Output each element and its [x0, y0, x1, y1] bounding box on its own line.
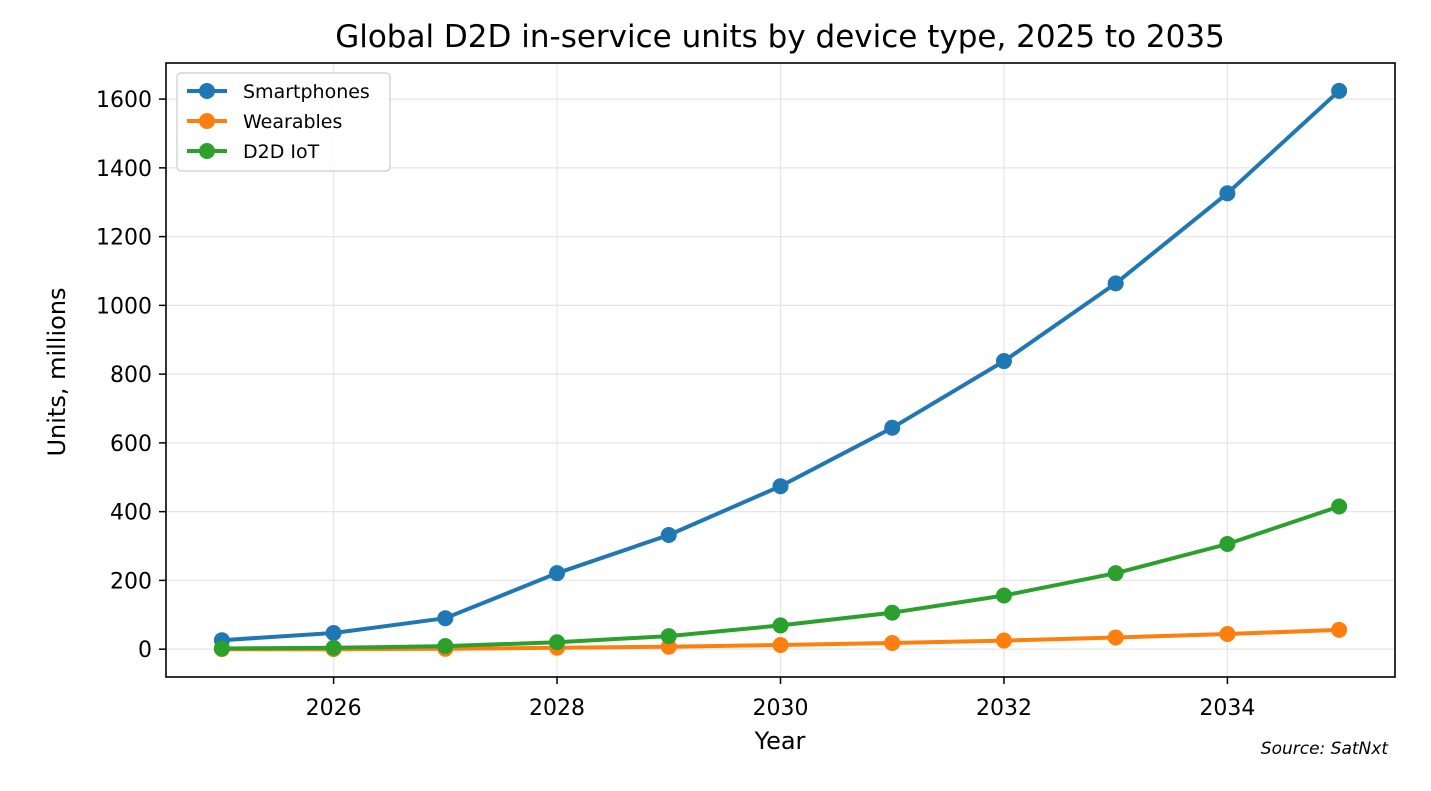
legend-item: Smartphones: [187, 81, 370, 103]
legend-marker: [199, 143, 215, 159]
data-point: [437, 638, 454, 655]
source-annotation: Source: SatNxt: [1261, 739, 1390, 759]
y-tick-label: 1600: [96, 88, 152, 113]
series-d2d-iot: [213, 498, 1348, 657]
y-axis: 0 200 400 600 800 1000 1200 1400 1600: [96, 88, 166, 663]
data-point: [213, 640, 230, 657]
data-point: [884, 604, 901, 621]
data-point: [1331, 498, 1348, 515]
series-layer: [213, 82, 1348, 658]
data-point: [660, 527, 677, 544]
data-point: [1219, 626, 1236, 643]
legend-box: [176, 72, 391, 172]
data-point: [1219, 535, 1236, 552]
y-tick-label: 600: [110, 432, 152, 457]
chart-title: Global D2D in-service units by device ty…: [335, 19, 1225, 55]
data-point: [549, 565, 566, 582]
x-axis-label: Year: [754, 727, 806, 755]
x-tick-label: 2026: [306, 696, 362, 721]
data-point: [772, 478, 789, 495]
x-tick-label: 2028: [529, 696, 585, 721]
y-axis-label: Units, millions: [43, 287, 71, 456]
legend-marker: [199, 83, 215, 99]
x-tick-label: 2034: [1199, 696, 1255, 721]
legend-item: D2D IoT: [187, 141, 320, 163]
data-point: [884, 419, 901, 436]
x-tick-label: 2032: [976, 696, 1032, 721]
data-point: [1331, 82, 1348, 99]
x-axis: 2026 2028 2030 2032 2034: [306, 677, 1255, 721]
y-tick-label: 400: [110, 501, 152, 526]
data-point: [437, 610, 454, 627]
data-point: [1107, 275, 1124, 292]
data-point: [325, 639, 342, 656]
y-tick-label: 200: [110, 569, 152, 594]
data-point: [549, 634, 566, 651]
data-point: [995, 353, 1012, 370]
legend: Smartphones Wearables D2D IoT: [176, 72, 391, 172]
y-tick-label: 800: [110, 363, 152, 388]
legend-marker: [199, 113, 215, 129]
series-smartphones: [213, 82, 1348, 649]
data-point: [1107, 565, 1124, 582]
data-point: [772, 617, 789, 634]
legend-label: Smartphones: [243, 81, 370, 103]
legend-item: Wearables: [187, 111, 342, 133]
data-point: [772, 637, 789, 654]
y-tick-label: 1000: [96, 294, 152, 319]
legend-label: Wearables: [243, 111, 342, 133]
y-tick-label: 1400: [96, 157, 152, 182]
data-point: [1331, 621, 1348, 638]
data-point: [995, 632, 1012, 649]
data-point: [1107, 629, 1124, 646]
y-tick-label: 1200: [96, 226, 152, 251]
x-tick-label: 2030: [753, 696, 809, 721]
data-point: [660, 628, 677, 645]
data-point: [995, 587, 1012, 604]
legend-label: D2D IoT: [243, 141, 320, 163]
y-tick-label: 0: [138, 638, 152, 663]
data-point: [325, 624, 342, 641]
data-point: [884, 634, 901, 651]
data-point: [1219, 185, 1236, 202]
